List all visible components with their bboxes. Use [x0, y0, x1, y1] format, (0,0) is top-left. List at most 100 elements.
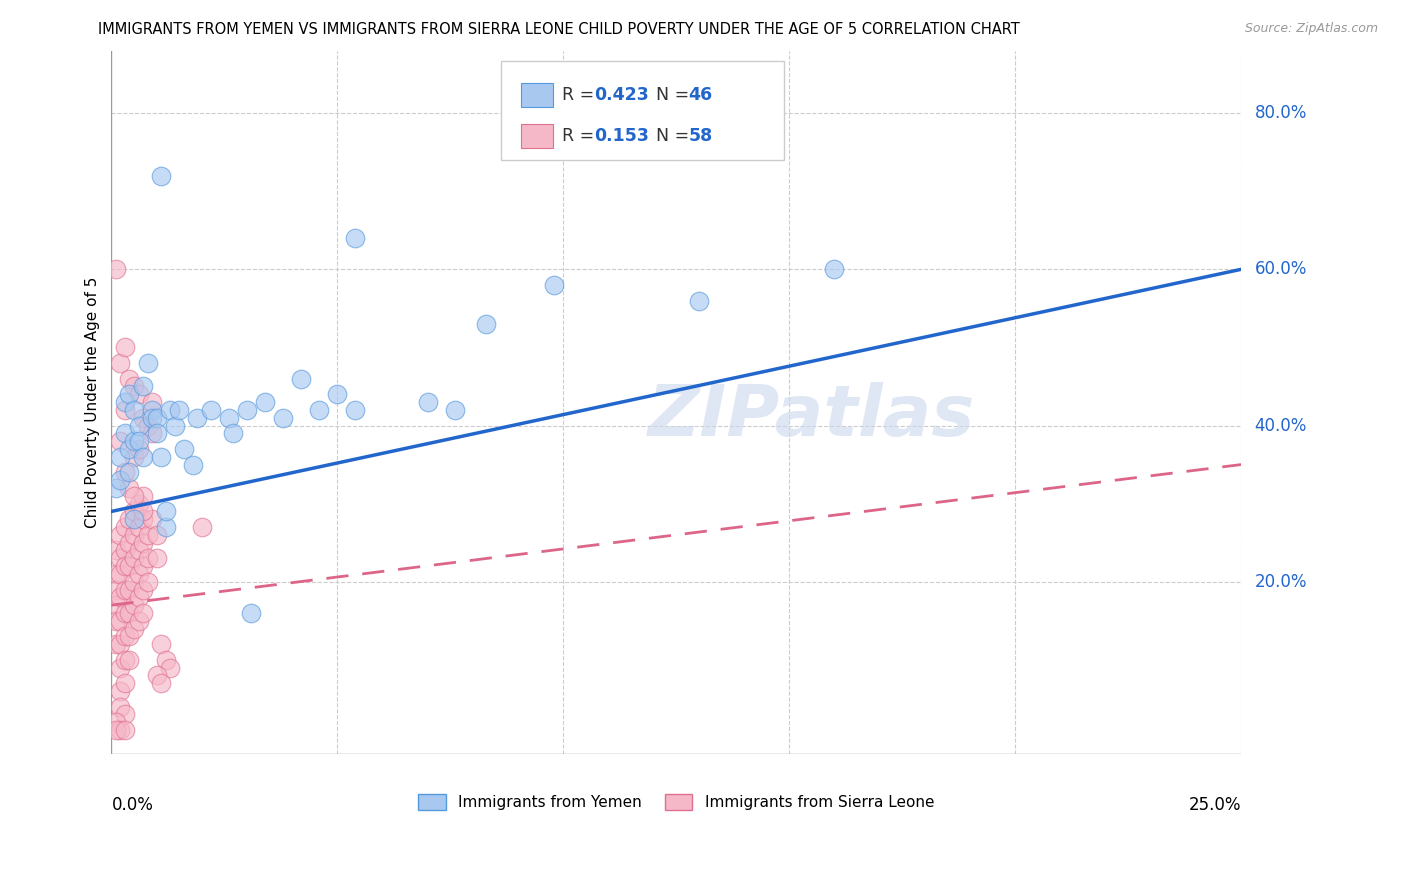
- FancyBboxPatch shape: [522, 124, 553, 148]
- Point: [110, 551, 132, 566]
- Point: [344, 403, 367, 417]
- Point: [475, 317, 498, 331]
- Point: [114, 582, 136, 597]
- Point: [110, 450, 132, 464]
- Y-axis label: Child Poverty Under the Age of 5: Child Poverty Under the Age of 5: [86, 277, 100, 528]
- Point: [141, 512, 163, 526]
- Point: [114, 426, 136, 441]
- Point: [150, 676, 173, 690]
- Point: [114, 395, 136, 409]
- Point: [104, 543, 127, 558]
- Point: [110, 434, 132, 449]
- Point: [104, 481, 127, 495]
- Point: [104, 566, 127, 581]
- Point: [159, 403, 181, 417]
- Point: [118, 629, 141, 643]
- Point: [145, 551, 167, 566]
- Point: [118, 535, 141, 549]
- Point: [326, 387, 349, 401]
- Point: [150, 637, 173, 651]
- Point: [145, 668, 167, 682]
- FancyBboxPatch shape: [522, 83, 553, 107]
- Point: [128, 520, 150, 534]
- Point: [122, 598, 145, 612]
- Point: [122, 379, 145, 393]
- Point: [110, 684, 132, 698]
- Point: [114, 723, 136, 737]
- Text: 60.0%: 60.0%: [1254, 260, 1308, 278]
- Point: [110, 699, 132, 714]
- Point: [688, 293, 710, 308]
- Point: [136, 574, 159, 589]
- Point: [150, 169, 173, 183]
- Point: [128, 497, 150, 511]
- Point: [308, 403, 330, 417]
- Point: [104, 723, 127, 737]
- Point: [173, 442, 195, 456]
- Point: [114, 707, 136, 722]
- Point: [155, 504, 177, 518]
- Point: [114, 340, 136, 354]
- Point: [128, 442, 150, 456]
- Point: [104, 715, 127, 730]
- Point: [114, 559, 136, 574]
- Point: [128, 543, 150, 558]
- Point: [543, 277, 565, 292]
- Point: [136, 551, 159, 566]
- Point: [443, 403, 465, 417]
- Point: [122, 434, 145, 449]
- Point: [128, 591, 150, 605]
- Point: [104, 637, 127, 651]
- Text: 25.0%: 25.0%: [1188, 797, 1241, 814]
- Point: [200, 403, 222, 417]
- Point: [122, 512, 145, 526]
- Point: [132, 410, 155, 425]
- Point: [132, 379, 155, 393]
- Point: [122, 403, 145, 417]
- Point: [132, 512, 155, 526]
- Point: [110, 566, 132, 581]
- Point: [218, 410, 240, 425]
- Point: [128, 566, 150, 581]
- Point: [128, 418, 150, 433]
- Point: [110, 473, 132, 487]
- Point: [136, 418, 159, 433]
- Point: [114, 466, 136, 480]
- Point: [114, 543, 136, 558]
- Point: [145, 528, 167, 542]
- Point: [118, 387, 141, 401]
- Point: [141, 410, 163, 425]
- Point: [132, 582, 155, 597]
- Point: [145, 410, 167, 425]
- Point: [110, 723, 132, 737]
- Text: ZIPatlas: ZIPatlas: [648, 382, 976, 450]
- Point: [122, 528, 145, 542]
- Point: [181, 458, 204, 472]
- Point: [416, 395, 439, 409]
- Point: [110, 591, 132, 605]
- Point: [132, 606, 155, 620]
- Point: [132, 489, 155, 503]
- Text: R =: R =: [562, 127, 606, 145]
- Point: [110, 637, 132, 651]
- Point: [122, 504, 145, 518]
- Point: [150, 450, 173, 464]
- Point: [128, 614, 150, 628]
- Point: [128, 434, 150, 449]
- Point: [122, 574, 145, 589]
- Point: [132, 504, 155, 518]
- Point: [271, 410, 294, 425]
- Point: [118, 559, 141, 574]
- Point: [155, 653, 177, 667]
- Point: [122, 622, 145, 636]
- Point: [823, 262, 845, 277]
- Point: [118, 606, 141, 620]
- Point: [290, 372, 312, 386]
- Point: [191, 520, 214, 534]
- Point: [118, 512, 141, 526]
- Text: Source: ZipAtlas.com: Source: ZipAtlas.com: [1244, 22, 1378, 36]
- Point: [163, 418, 186, 433]
- Point: [167, 403, 190, 417]
- Text: 40.0%: 40.0%: [1254, 417, 1308, 434]
- Point: [114, 629, 136, 643]
